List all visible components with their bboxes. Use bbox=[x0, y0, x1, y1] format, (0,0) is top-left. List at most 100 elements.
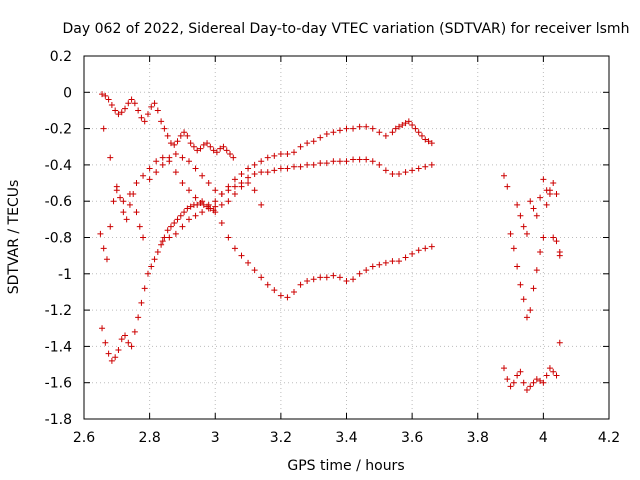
data-point bbox=[223, 147, 230, 154]
data-point bbox=[231, 245, 238, 252]
data-point bbox=[514, 372, 521, 379]
data-point bbox=[102, 339, 109, 346]
data-point bbox=[153, 169, 160, 176]
data-point bbox=[172, 151, 179, 158]
data-point bbox=[533, 267, 540, 274]
data-point bbox=[205, 201, 212, 208]
data-point bbox=[304, 140, 311, 147]
data-point bbox=[179, 180, 186, 187]
y-tick-label: -0.4 bbox=[45, 158, 72, 174]
data-point bbox=[369, 263, 376, 270]
data-point bbox=[108, 102, 115, 109]
data-point bbox=[151, 100, 158, 107]
data-point bbox=[245, 259, 252, 266]
data-point bbox=[154, 107, 161, 114]
data-point bbox=[251, 161, 258, 168]
y-tick-label: -1.8 bbox=[45, 412, 72, 428]
data-point bbox=[171, 219, 178, 226]
data-point bbox=[148, 103, 155, 110]
data-point bbox=[510, 245, 517, 252]
data-point bbox=[501, 365, 507, 372]
data-point bbox=[186, 187, 192, 194]
data-point bbox=[194, 201, 201, 208]
data-point bbox=[107, 223, 114, 230]
data-point bbox=[187, 140, 194, 147]
axis-tick-labels: 2.6 2.8 3 3.2 3.4 3.6 3.8 4 4.2 0.2 0 -0.2 -0.4 -0.6 -… bbox=[45, 49, 620, 446]
data-point bbox=[167, 223, 174, 230]
data-point bbox=[251, 170, 258, 177]
plot-frame bbox=[83, 55, 610, 420]
data-point bbox=[99, 325, 106, 332]
data-point bbox=[533, 376, 540, 383]
data-point bbox=[231, 183, 238, 190]
data-point bbox=[115, 347, 122, 354]
y-tick-label: -1.4 bbox=[45, 339, 72, 355]
data-point bbox=[258, 158, 265, 165]
data-point bbox=[100, 125, 107, 132]
data-point bbox=[218, 219, 225, 226]
data-point bbox=[161, 234, 168, 241]
data-point bbox=[159, 161, 166, 168]
data-point bbox=[546, 190, 553, 197]
data-point bbox=[133, 180, 140, 187]
data-point bbox=[227, 151, 234, 158]
data-point bbox=[520, 296, 527, 303]
data-point bbox=[133, 209, 140, 216]
data-point bbox=[310, 161, 317, 168]
series bbox=[100, 125, 265, 210]
data-point bbox=[356, 123, 363, 130]
chart-title: Day 062 of 2022, Sidereal Day-to-day VTE… bbox=[63, 21, 630, 37]
data-point bbox=[102, 92, 109, 99]
data-point bbox=[138, 299, 145, 306]
data-point bbox=[210, 147, 217, 154]
data-point bbox=[212, 203, 219, 210]
data-point bbox=[517, 368, 524, 375]
data-point bbox=[399, 121, 406, 128]
data-point bbox=[297, 163, 304, 170]
data-point bbox=[231, 190, 238, 197]
axis-ticks bbox=[83, 55, 610, 420]
data-point bbox=[310, 138, 317, 145]
data-point bbox=[343, 125, 350, 132]
data-point bbox=[323, 131, 330, 138]
data-point bbox=[543, 187, 550, 194]
data-point bbox=[550, 180, 557, 187]
data-point bbox=[146, 176, 153, 183]
data-point bbox=[369, 158, 376, 165]
data-points bbox=[97, 91, 563, 393]
data-point bbox=[264, 281, 271, 288]
data-point bbox=[194, 147, 201, 154]
data-point bbox=[172, 169, 179, 176]
data-point bbox=[517, 281, 524, 288]
data-point bbox=[520, 379, 527, 386]
data-point bbox=[159, 154, 166, 161]
data-point bbox=[369, 125, 376, 132]
data-point bbox=[297, 281, 304, 288]
y-tick-label: -0.8 bbox=[45, 231, 72, 247]
data-point bbox=[504, 376, 511, 383]
data-point bbox=[108, 357, 115, 364]
x-axis-label: GPS time / hours bbox=[287, 458, 404, 474]
data-point bbox=[540, 379, 547, 386]
data-point bbox=[376, 261, 383, 268]
data-point bbox=[428, 161, 435, 168]
data-point bbox=[514, 263, 521, 270]
data-point bbox=[199, 198, 206, 205]
data-point bbox=[204, 140, 211, 147]
data-point bbox=[323, 274, 330, 281]
data-point bbox=[105, 350, 112, 357]
data-point bbox=[317, 274, 324, 281]
data-point bbox=[396, 258, 402, 265]
data-point bbox=[140, 234, 147, 241]
data-point bbox=[192, 194, 199, 201]
data-point bbox=[336, 127, 343, 134]
data-point bbox=[533, 212, 540, 219]
data-point bbox=[187, 203, 194, 210]
data-point bbox=[118, 336, 125, 343]
data-point bbox=[217, 145, 224, 152]
y-tick-label: -0.2 bbox=[45, 122, 72, 138]
data-point bbox=[543, 201, 550, 208]
data-point bbox=[128, 96, 135, 103]
x-tick-label: 3.4 bbox=[335, 430, 357, 446]
series bbox=[99, 200, 217, 364]
